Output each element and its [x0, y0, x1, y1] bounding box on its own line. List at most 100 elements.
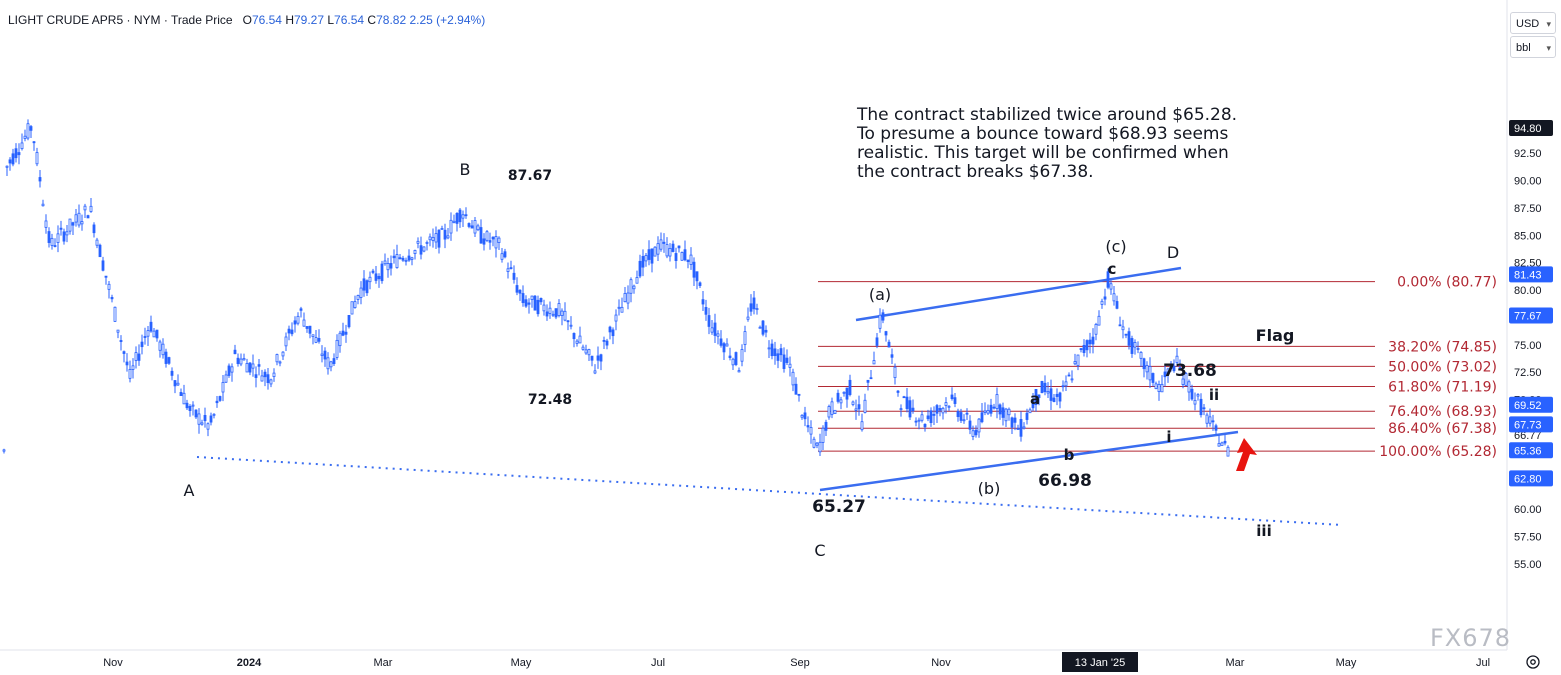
candle-body: [614, 314, 618, 322]
candle-body: [944, 402, 948, 406]
candle-body: [755, 308, 759, 311]
candle-body: [416, 240, 420, 244]
candle-body: [242, 358, 246, 361]
candle-body: [158, 341, 162, 351]
unit-select[interactable]: bbl ▾: [1510, 36, 1556, 58]
candle-body: [284, 336, 288, 347]
fib-label: 100.00% (65.28): [1379, 444, 1497, 460]
candle-body: [959, 412, 963, 421]
candle-body: [842, 391, 846, 394]
fib-label: 50.00% (73.02): [1388, 359, 1497, 375]
candle-body: [215, 400, 219, 404]
candle-body: [650, 248, 654, 264]
candle-body: [1223, 440, 1227, 444]
candle-body: [290, 329, 294, 335]
candle-body: [422, 246, 426, 252]
candle-body: [518, 289, 522, 294]
candle-body: [323, 350, 327, 360]
candle-body: [287, 328, 291, 334]
candle-body: [980, 412, 984, 423]
fib-label: 86.40% (67.38): [1388, 421, 1497, 437]
candle-body: [122, 351, 126, 354]
candle-body: [182, 392, 186, 405]
y-tick-label: 57.50: [1514, 531, 1542, 543]
candle-body: [1094, 324, 1098, 335]
candle-body: [347, 314, 351, 328]
candle-body: [470, 225, 474, 229]
unit-label: bbl: [1516, 42, 1531, 54]
candle-body: [1067, 374, 1071, 377]
exchange-name: NYM: [133, 13, 161, 27]
candle-body: [281, 351, 285, 357]
candle-body: [560, 310, 564, 316]
wave-label: (b): [978, 479, 1001, 498]
candle-body: [170, 370, 174, 376]
candle-body: [1097, 315, 1101, 326]
candle-body: [743, 331, 747, 345]
candle-body: [1082, 344, 1086, 353]
x-tick-labels: Nov 2024 Mar May Jul Sep Nov 13 Jan '25 Mar May Ju…: [103, 652, 1490, 672]
wave-label: (c): [1105, 237, 1126, 256]
candle-body: [920, 414, 924, 421]
symbol-name[interactable]: LIGHT CRUDE APR5: [8, 13, 124, 27]
candle-body: [20, 142, 24, 150]
candle-body: [314, 337, 318, 343]
candle-body: [167, 357, 171, 364]
candle-body: [668, 248, 672, 257]
candle-body: [83, 205, 87, 211]
candle-body: [476, 225, 480, 231]
candle-body: [902, 396, 906, 399]
candle-body: [86, 215, 90, 219]
candle-body: [146, 330, 150, 337]
candle-body: [893, 366, 897, 379]
candle-body: [608, 326, 612, 333]
candle-body: [311, 334, 315, 338]
candle-body: [710, 327, 714, 333]
candle-body: [503, 251, 507, 258]
candle-body: [53, 245, 57, 247]
candle-body: [848, 379, 852, 395]
candle-body: [116, 329, 120, 333]
candle-body: [65, 231, 69, 236]
candle-body: [1088, 339, 1092, 345]
candle-body: [641, 256, 645, 268]
candle-body: [1085, 340, 1089, 351]
settings-gear-icon[interactable]: [1526, 655, 1540, 669]
candle-body: [626, 292, 630, 304]
candle-body: [473, 220, 477, 234]
candle-body: [443, 229, 447, 240]
candle-body: [272, 372, 276, 378]
candle-body: [467, 223, 471, 227]
fib-label: 0.00% (80.77): [1397, 275, 1497, 291]
y-tick-label: 66.77: [1514, 430, 1542, 442]
candle-body: [1163, 371, 1167, 378]
candle-body: [1121, 326, 1125, 331]
candle-body: [236, 357, 240, 364]
price-badge: [1509, 119, 1553, 136]
candle-body: [23, 135, 27, 139]
candle-body: [647, 249, 651, 260]
candle-body: [1049, 388, 1053, 401]
x-tick-label: May: [511, 657, 532, 669]
wave-label: (a): [869, 285, 891, 304]
price-badge: [1509, 396, 1553, 413]
price-badge-label: 94.80: [1514, 123, 1542, 135]
candle-body: [863, 399, 867, 413]
x-tick-label: Jul: [1476, 657, 1490, 669]
currency-select[interactable]: USD ▾: [1510, 12, 1556, 34]
candle-body: [101, 260, 105, 271]
candle-body: [704, 307, 708, 315]
candle-body: [515, 285, 519, 293]
price-axis-panel[interactable]: [1507, 0, 1561, 675]
candle-body: [251, 363, 255, 369]
candle-body: [812, 438, 816, 448]
candle-body: [785, 357, 789, 363]
candle-body: [563, 310, 567, 321]
candle-body: [245, 363, 249, 373]
candle-body: [419, 245, 423, 255]
candle-body: [794, 383, 798, 395]
candle-body: [8, 159, 12, 164]
candle-body: [248, 362, 252, 373]
